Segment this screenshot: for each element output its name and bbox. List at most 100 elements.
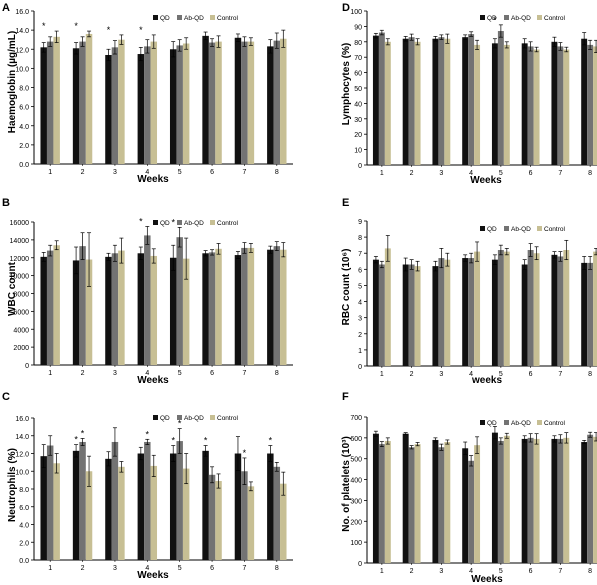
bar-control	[215, 248, 222, 365]
x-tick-label: 4	[145, 370, 149, 377]
bar-control	[85, 33, 93, 165]
legend-swatch	[537, 420, 542, 425]
y-tick-label: 100	[350, 540, 362, 547]
bar-ab-qd	[144, 441, 151, 560]
x-tick-label: 7	[558, 170, 562, 177]
legend-swatch	[480, 226, 485, 231]
legend-swatch	[480, 420, 485, 425]
plot-area: 0 2000 4000 6000 8000 10000 12000 14000 16000 1 2 3…	[10, 216, 293, 377]
significance-star: *	[243, 448, 247, 458]
bar-control	[150, 41, 158, 164]
x-tick-label: 1	[380, 568, 384, 575]
legend: QD Ab-QD Control	[153, 415, 239, 422]
bar-qd	[432, 38, 439, 165]
bar-qd	[267, 46, 274, 164]
bar-qd	[169, 49, 177, 164]
bar-control	[215, 41, 222, 164]
bar-qd	[491, 432, 498, 563]
bar-qd	[402, 38, 409, 165]
x-tick-label: 6	[210, 169, 214, 176]
y-tick-label: 8000	[13, 292, 29, 299]
y-tick-label: 2.0	[19, 540, 29, 547]
bar-ab-qd	[527, 250, 534, 366]
y-tick-label: 0.0	[19, 162, 29, 169]
y-tick-label: 8	[358, 235, 362, 242]
bar-qd	[72, 48, 80, 165]
x-tick-label: 2	[81, 565, 85, 572]
bar-ab-qd	[273, 40, 281, 164]
y-tick-label: 2000	[13, 345, 29, 352]
legend-swatch	[504, 15, 509, 20]
bar-qd	[267, 453, 274, 560]
panel-letter: C	[2, 391, 10, 403]
y-tick-label: 6.0	[19, 105, 29, 112]
y-tick-label: 0	[358, 163, 362, 170]
x-tick-label: 8	[275, 169, 279, 176]
bar-ab-qd	[378, 264, 385, 366]
significance-star: *	[493, 15, 497, 25]
y-tick-label: 2.0	[19, 143, 29, 150]
bar-control	[474, 445, 481, 563]
legend-label: QD	[160, 220, 170, 227]
legend-swatch	[177, 15, 182, 20]
legend-label: Ab-QD	[511, 420, 531, 427]
bar-qd	[491, 43, 498, 166]
bar-control	[53, 463, 60, 560]
panel-letter: E	[342, 197, 349, 209]
y-tick-label: 10000	[10, 274, 30, 281]
x-tick-label: 5	[178, 370, 182, 377]
bar-control	[414, 444, 421, 563]
bar-qd	[202, 253, 209, 365]
y-tick-label: 4	[358, 300, 362, 307]
legend-swatch	[504, 226, 509, 231]
bar-qd	[462, 258, 469, 366]
bar-qd	[72, 260, 80, 365]
x-tick-label: 1	[48, 565, 52, 572]
y-tick-label: 4.0	[19, 124, 29, 131]
bar-control	[533, 253, 540, 366]
bar-ab-qd	[408, 37, 415, 165]
x-axis-label: Weeks	[137, 570, 169, 581]
bar-control	[384, 248, 391, 366]
bar-ab-qd	[79, 41, 86, 164]
bar-ab-qd	[79, 441, 86, 560]
bar-ab-qd	[208, 42, 216, 164]
bar-ab-qd	[241, 471, 248, 560]
panel-letter: A	[2, 2, 10, 14]
bar-ab-qd	[176, 45, 183, 164]
legend-label: Control	[217, 415, 239, 422]
y-tick-label: 6000	[13, 309, 29, 316]
bar-ab-qd	[46, 445, 54, 560]
bar-ab-qd	[79, 246, 86, 365]
x-tick-label: 8	[588, 371, 592, 378]
bar-ab-qd	[144, 235, 151, 365]
y-tick-label: 8.0	[19, 487, 29, 494]
bar-qd	[462, 448, 469, 563]
significance-star: *	[269, 436, 273, 446]
x-tick-label: 7	[558, 568, 562, 575]
bar-qd	[521, 43, 528, 166]
bar-control	[384, 440, 391, 563]
legend-label: Ab-QD	[511, 15, 531, 22]
bar-ab-qd	[176, 237, 183, 365]
y-tick-label: 50	[354, 86, 362, 93]
significance-star: *	[107, 25, 111, 35]
plot-area: 0 10 20 30 40 50 60 70 80 90 100 1 2 3 4 5 6 7 8 *	[350, 9, 597, 177]
bar-qd	[137, 453, 145, 560]
y-tick-label: 14000	[10, 238, 30, 245]
bar-control	[247, 41, 255, 164]
y-tick-label: 20	[354, 132, 362, 139]
bar-control	[563, 437, 570, 563]
bar-qd	[581, 38, 588, 165]
bar-control	[85, 259, 93, 365]
bar-qd	[551, 254, 558, 366]
bar-control	[118, 250, 125, 365]
bar-control	[150, 255, 158, 365]
legend-label: QD	[487, 420, 497, 427]
bar-control	[247, 247, 255, 365]
y-tick-label: 10	[354, 148, 362, 155]
y-tick-label: 1	[358, 348, 362, 355]
bar-qd	[202, 35, 209, 164]
bar-qd	[372, 35, 379, 165]
bar-qd	[40, 47, 47, 164]
